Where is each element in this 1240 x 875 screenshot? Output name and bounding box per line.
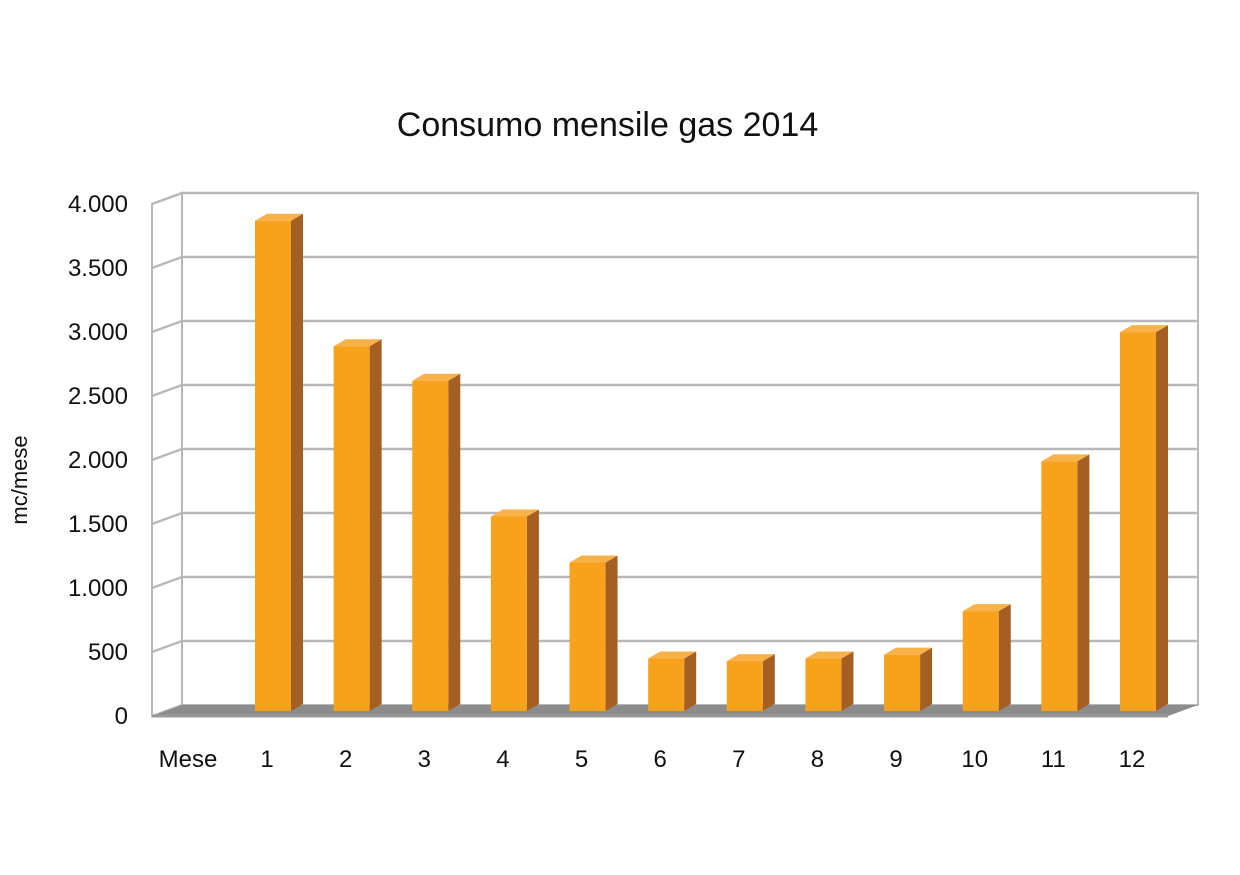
bar [255, 213, 303, 711]
bar-side [920, 647, 933, 711]
bar-front [412, 380, 449, 711]
x-tick-label: 8 [811, 746, 824, 773]
bar-top [1120, 325, 1168, 333]
x-tick-label: 11 [1041, 746, 1066, 773]
bar [412, 373, 461, 711]
bar-top [805, 651, 854, 659]
bar-front [569, 562, 606, 711]
bar-side [1156, 325, 1168, 711]
bar [726, 654, 775, 711]
bar-side [841, 651, 854, 711]
bar-top [490, 509, 539, 517]
x-tick-label: 3 [418, 746, 431, 773]
bar-front [648, 658, 685, 711]
x-tick-label: 5 [575, 746, 588, 773]
bar [648, 651, 697, 711]
gridline-side [151, 511, 183, 526]
y-tick-label: 4.000 [68, 191, 128, 218]
bar-front [490, 516, 527, 711]
x-tick-label: 2 [339, 746, 352, 773]
y-tick-label: 1.500 [68, 511, 128, 538]
bar-side [448, 373, 461, 711]
bar-front [726, 661, 763, 711]
x-tick-label: 10 [961, 746, 988, 773]
bar [962, 604, 1011, 711]
bar-front [1041, 461, 1078, 711]
gridline-side [151, 639, 183, 654]
gridline-side [151, 447, 183, 462]
y-tick-label: 1.000 [68, 575, 128, 602]
y-tick-label: 3.000 [68, 319, 128, 346]
bar-top [333, 339, 382, 347]
bar [569, 555, 618, 711]
x-tick-label: 4 [496, 746, 509, 773]
y-tick-label: 500 [88, 639, 128, 666]
bar-side [684, 651, 697, 711]
x-tick-label: 12 [1119, 746, 1146, 773]
bar-side [369, 339, 382, 711]
gridline-side [151, 383, 183, 398]
x-tick-label: 1 [260, 746, 273, 773]
gridline-side [151, 575, 183, 590]
bar-front [805, 658, 842, 711]
bars-layer [255, 213, 1168, 711]
bar-top [648, 651, 697, 659]
grid-layer [151, 191, 1199, 718]
labels-layer: 0 500 1.000 1.500 2.000 2.500 3.000 3.500 4.000 1… [68, 191, 1145, 773]
bar-top [412, 373, 461, 381]
bar-front [884, 654, 921, 711]
bar-top [1041, 454, 1090, 462]
bar-side [1077, 454, 1090, 711]
gridline-side [151, 191, 183, 206]
bar-top [569, 555, 618, 563]
gridline-side [151, 319, 183, 334]
bar-side [291, 213, 303, 711]
bar [805, 651, 854, 711]
bar [1041, 454, 1090, 711]
y-tick-label: 2.500 [68, 383, 128, 410]
bar-top [884, 647, 933, 655]
bar-side [526, 509, 539, 711]
bar-front [962, 611, 999, 711]
bar [884, 647, 933, 711]
bar-side [762, 654, 775, 711]
gridline-side [151, 255, 183, 270]
bar-front [1120, 332, 1156, 711]
bar [490, 509, 539, 711]
x-tick-label: 9 [889, 746, 902, 773]
x-axis-label: Mese [159, 746, 218, 773]
bar-front [333, 346, 370, 711]
y-tick-label: 2.000 [68, 447, 128, 474]
bar-top [255, 213, 303, 221]
bar [333, 339, 382, 711]
chart-title: Consumo mensile gas 2014 [396, 106, 819, 144]
bar [1120, 325, 1168, 711]
y-tick-label: 0 [115, 703, 128, 730]
bar-side [605, 555, 618, 711]
bar-side [998, 604, 1011, 711]
y-tick-label: 3.500 [68, 255, 128, 282]
bar-front [255, 220, 291, 711]
bar-top [962, 604, 1011, 612]
bar-top [726, 654, 775, 662]
x-tick-label: 7 [732, 746, 745, 773]
x-tick-label: 6 [654, 746, 667, 773]
